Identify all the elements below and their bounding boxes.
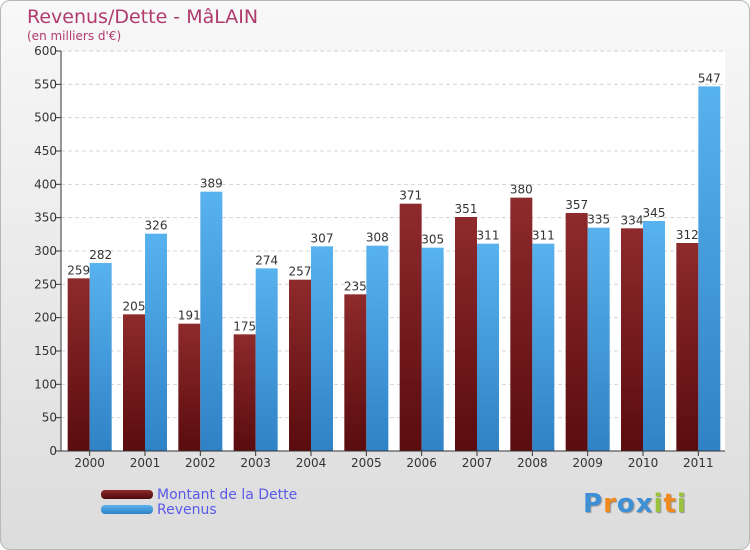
bar-revenus [255, 268, 278, 451]
bar-revenus [698, 86, 721, 451]
legend-label-revenus: Revenus [157, 501, 217, 518]
bar-revenus [587, 227, 610, 451]
bar-dette [676, 243, 699, 451]
y-tick-label: 600 [34, 44, 57, 58]
data-label: 235 [344, 279, 367, 293]
logo-letter: i [676, 489, 687, 519]
bar-dette [510, 197, 533, 451]
bar-dette [289, 279, 311, 451]
data-label: 305 [421, 233, 444, 247]
y-tick-label: 400 [34, 177, 57, 191]
bar-revenus [145, 233, 167, 451]
legend-item-revenus: Revenus [101, 501, 297, 518]
bar-dette [621, 228, 643, 451]
bar-revenus [311, 246, 333, 451]
data-label: 334 [621, 213, 644, 227]
logo-letter: P [583, 489, 604, 519]
x-tick-label: 2010 [628, 456, 659, 470]
y-tick-label: 100 [34, 377, 57, 391]
x-tick-label: 2008 [517, 456, 548, 470]
legend: Montant de la Dette Revenus [101, 486, 298, 518]
x-tick-label: 2004 [296, 456, 327, 470]
y-tick-label: 500 [34, 111, 57, 125]
data-label: 326 [145, 219, 168, 233]
y-tick-label: 150 [34, 344, 57, 358]
data-label: 371 [399, 189, 422, 203]
logo-letter: t [663, 489, 677, 519]
logo-letter: r [603, 489, 617, 519]
y-tick-label: 0 [49, 444, 57, 458]
x-tick-label: 2000 [74, 456, 105, 470]
x-tick-label: 2011 [683, 456, 714, 470]
x-tick-label: 2002 [185, 456, 216, 470]
bar-revenus [643, 221, 665, 451]
y-tick-label: 50 [42, 411, 57, 425]
y-tick-label: 550 [34, 77, 57, 91]
x-tick-label: 2007 [462, 456, 493, 470]
x-tick-label: 2006 [406, 456, 437, 470]
data-label: 257 [289, 265, 312, 279]
bar-dette [455, 217, 477, 451]
y-tick-label: 350 [34, 211, 57, 225]
bar-revenus [366, 245, 389, 451]
chart-subtitle: (en milliers d'€) [27, 29, 122, 43]
data-label: 205 [123, 299, 146, 313]
bar-dette [565, 213, 588, 451]
legend-swatch-revenus [101, 505, 153, 514]
legend-item-dette: Montant de la Dette [101, 486, 298, 503]
bar-dette [178, 323, 201, 451]
x-tick-label: 2003 [240, 456, 271, 470]
x-tick-label: 2001 [130, 456, 161, 470]
bar-dette [344, 294, 367, 451]
data-label: 380 [510, 183, 533, 197]
data-label: 547 [698, 71, 721, 85]
data-label: 389 [200, 177, 223, 191]
bar-dette [399, 203, 422, 451]
x-tick-label: 2005 [351, 456, 382, 470]
bar-revenus [477, 243, 499, 451]
x-tick-label: 2009 [572, 456, 603, 470]
legend-swatch-dette [101, 490, 153, 499]
data-label: 191 [178, 309, 201, 323]
data-label: 345 [643, 206, 666, 220]
bar-dette [233, 334, 256, 451]
bar-revenus [200, 191, 223, 451]
y-tick-label: 200 [34, 311, 57, 325]
y-tick-label: 250 [34, 277, 57, 291]
bar-dette [123, 314, 145, 451]
y-tick-label: 450 [34, 144, 57, 158]
chart-title: Revenus/Dette - MâLAIN [27, 6, 259, 28]
data-label: 311 [532, 229, 555, 243]
logo-letter: o [616, 489, 636, 519]
data-label: 312 [676, 228, 699, 242]
data-label: 307 [311, 231, 334, 245]
logo-letter: i [653, 489, 664, 519]
data-label: 351 [455, 202, 478, 216]
bar-revenus [89, 263, 112, 451]
data-label: 259 [67, 263, 90, 277]
data-label: 274 [255, 253, 278, 267]
legend-label-dette: Montant de la Dette [157, 486, 298, 503]
bar-revenus [421, 247, 444, 451]
y-tick-label: 300 [34, 244, 57, 258]
bar-revenus [532, 243, 555, 451]
data-label: 175 [233, 319, 256, 333]
data-label: 335 [587, 213, 610, 227]
data-label: 357 [565, 198, 588, 212]
data-label: 308 [366, 231, 389, 245]
logo-letter: x [635, 489, 654, 519]
proxiti-logo: Proxiti [583, 489, 687, 519]
bar-dette [67, 278, 90, 451]
data-label: 282 [89, 248, 112, 262]
data-label: 311 [477, 229, 500, 243]
